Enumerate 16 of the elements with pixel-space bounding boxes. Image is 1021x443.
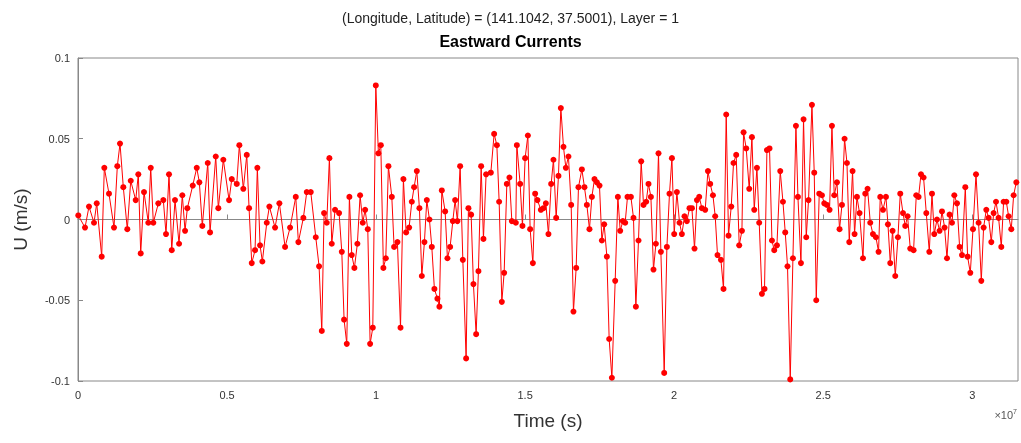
chart-subtitle: (Longitude, Latitude) = (141.1042, 37.5001), Layer = 1	[341, 10, 680, 26]
x-axis-title: Time (s)	[513, 410, 583, 431]
x-tick-label: 3	[969, 388, 976, 401]
x-tick-label: 1.5	[517, 388, 533, 401]
x-tick-label: 0	[74, 388, 82, 401]
y-tick-label: -0.1	[51, 375, 70, 387]
x-tick-label: 2.5	[815, 388, 831, 401]
x-tick-label: 1	[373, 388, 380, 401]
y-axis-title: U (m/s)	[10, 188, 31, 251]
y-tick-label: 0.1	[54, 52, 70, 64]
y-tick-label: 0.05	[48, 132, 70, 145]
y-tick-label: 0	[63, 213, 70, 226]
x-tick-label: 2	[671, 388, 678, 401]
x-tick-label: 0.5	[219, 388, 235, 401]
chart-title: Eastward Currents	[439, 32, 582, 50]
y-tick-label: -0.05	[44, 294, 70, 307]
